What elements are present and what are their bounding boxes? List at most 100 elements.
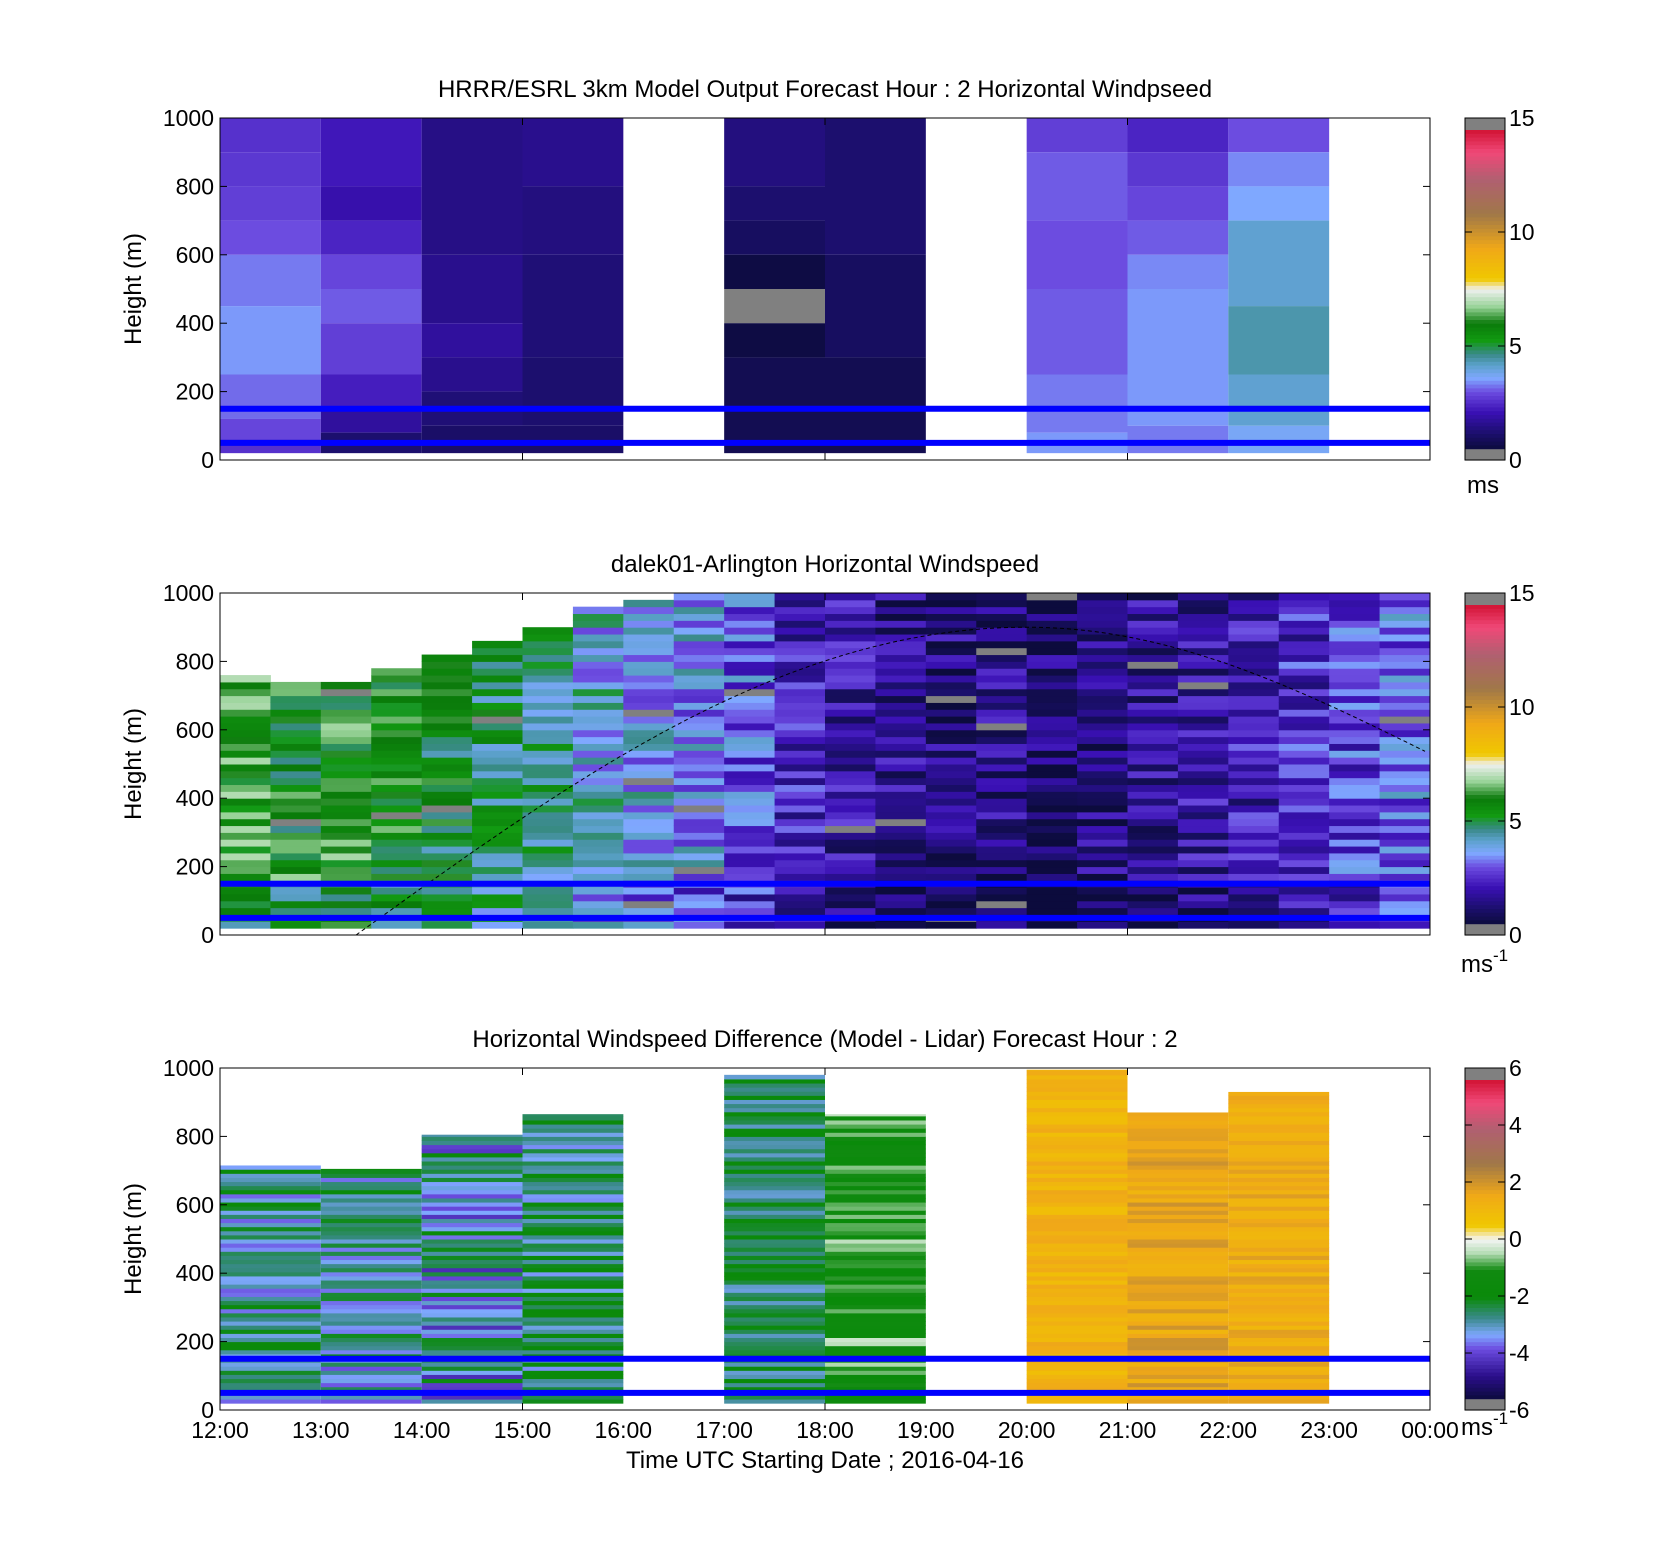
lidar-cell [371, 709, 423, 717]
lidar-cell [1379, 729, 1430, 738]
difference-cell [1228, 1177, 1330, 1183]
difference-cell [220, 1267, 321, 1273]
colorbar-swatch [1465, 1117, 1505, 1122]
colorbar-swatch [1465, 756, 1505, 761]
difference-cell [724, 1259, 825, 1265]
difference-cell [220, 1210, 321, 1215]
difference-cell [220, 1316, 321, 1322]
lidar-cell [976, 675, 1028, 683]
colorbar-swatch [1465, 182, 1505, 187]
lidar-cell [875, 668, 927, 676]
difference-cell [320, 1329, 422, 1334]
lidar-cell [976, 784, 1028, 792]
lidar-cell [1026, 702, 1078, 710]
lidar-cell [774, 791, 826, 799]
difference-cell [1026, 1362, 1128, 1367]
difference-cell [522, 1165, 624, 1170]
difference-cell [724, 1337, 825, 1343]
lidar-cell [1177, 811, 1229, 820]
difference-cell [522, 1333, 624, 1338]
difference-cell [1228, 1247, 1330, 1252]
lidar-cell [522, 791, 574, 799]
lidar-cell [1127, 859, 1179, 868]
colorbar-swatch [1465, 1345, 1505, 1350]
lidar-cell [270, 873, 322, 881]
lidar-cell [1228, 921, 1280, 929]
lidar-cell [1379, 818, 1430, 827]
lidar-cell [623, 599, 675, 608]
lidar-cell [1127, 729, 1179, 738]
lidar-cell [1329, 750, 1381, 758]
difference-cell [724, 1251, 825, 1256]
difference-cell [1127, 1288, 1229, 1293]
difference-cell [522, 1316, 624, 1322]
lidar-cell [1278, 654, 1330, 662]
difference-cell [220, 1234, 321, 1240]
lidar-cell [1077, 613, 1128, 621]
lidar-cell [623, 620, 675, 628]
colorbar-swatch [1465, 239, 1505, 244]
lidar-cell [320, 866, 372, 874]
lidar-cell [976, 613, 1028, 621]
colorbar-tick-label: 0 [1509, 447, 1522, 473]
lidar-cell [1228, 866, 1280, 874]
lidar-cell [673, 873, 725, 881]
lidar-cell [1026, 770, 1078, 779]
difference-cell [320, 1308, 422, 1314]
lidar-cell [976, 661, 1028, 669]
difference-cell [1228, 1111, 1330, 1117]
difference-cell [220, 1345, 321, 1351]
colorbar-swatch [1465, 676, 1505, 681]
lidar-cell [925, 606, 977, 615]
difference-cell [825, 1247, 926, 1252]
lidar-cell [1228, 613, 1280, 621]
lidar-cell [774, 900, 826, 909]
lidar-cell [774, 599, 826, 608]
lidar-cell [1077, 811, 1128, 820]
colorbar-swatch [1465, 623, 1505, 628]
lidar-cell [1228, 640, 1280, 649]
difference-cell [421, 1189, 523, 1195]
difference-cell [825, 1119, 926, 1125]
difference-cell [522, 1156, 624, 1162]
colorbar-swatch [1465, 384, 1505, 389]
colorbar-swatch [1465, 448, 1505, 453]
lidar-cell [724, 647, 776, 656]
difference-cell [1228, 1349, 1330, 1355]
difference-cell [320, 1251, 422, 1256]
lidar-cell [1026, 695, 1078, 703]
difference-cell [1228, 1292, 1330, 1297]
lidar-cell [1329, 873, 1381, 881]
lidar-cell [925, 640, 977, 649]
lidar-cell [623, 750, 675, 758]
lidar-cell [875, 798, 927, 806]
difference-cell [1228, 1107, 1330, 1113]
lidar-cell [875, 709, 927, 717]
lidar-cell [421, 757, 473, 765]
difference-cell [724, 1173, 825, 1178]
lidar-cell [572, 832, 624, 840]
difference-cell [220, 1341, 321, 1347]
difference-cell [522, 1197, 624, 1203]
difference-cell [1228, 1161, 1330, 1166]
colorbar-swatch [1465, 1315, 1505, 1320]
difference-cell [724, 1206, 825, 1211]
difference-cell [1127, 1280, 1229, 1285]
difference-cell [825, 1197, 926, 1203]
lidar-cell [1177, 743, 1229, 751]
lidar-cell [1329, 784, 1381, 792]
colorbar-swatch [1465, 1402, 1505, 1407]
model-cell [1228, 118, 1330, 153]
lidar-cell [623, 702, 675, 710]
colorbar-swatch [1465, 1151, 1505, 1156]
difference-cell [220, 1247, 321, 1252]
lidar-cell [976, 695, 1028, 703]
difference-cell [320, 1206, 422, 1211]
lidar-cell [1278, 627, 1330, 635]
difference-cell [1228, 1218, 1330, 1224]
difference-cell [522, 1267, 624, 1273]
difference-cell [1026, 1132, 1128, 1137]
difference-cell [522, 1374, 624, 1380]
difference-cell [1127, 1378, 1229, 1384]
lidar-cell [421, 729, 473, 738]
